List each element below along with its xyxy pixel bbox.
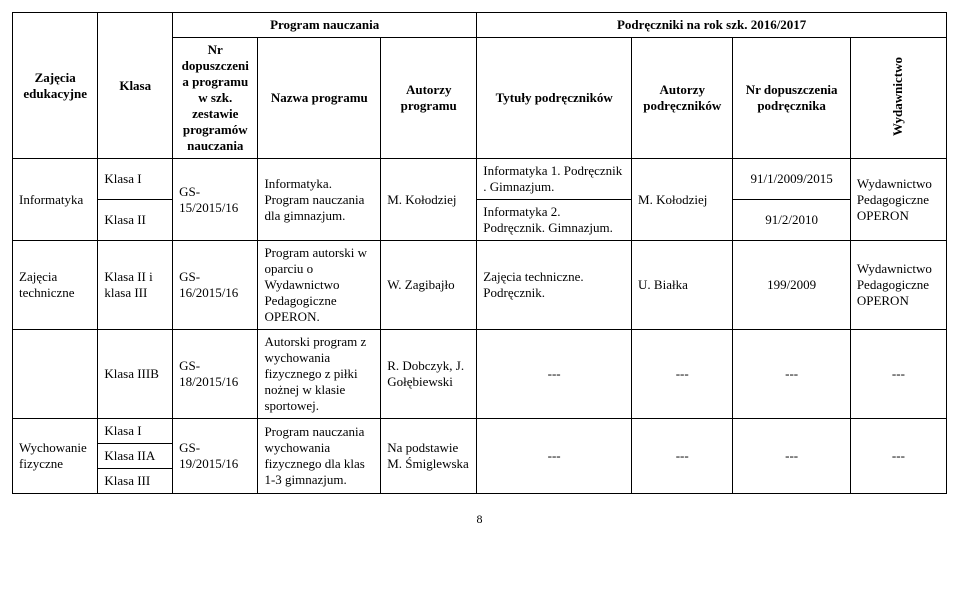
th-program-group: Program nauczania xyxy=(173,13,477,38)
gs-16: GS-16/2015/16 xyxy=(173,241,258,330)
gs-15: GS-15/2015/16 xyxy=(173,159,258,241)
row-wf-sport: Klasa IIIBGS-18/2015/16Autorski program … xyxy=(13,330,947,419)
wyd-sport: --- xyxy=(850,330,946,419)
gs-18: GS-18/2015/16 xyxy=(173,330,258,419)
program-tech: Program autorski w oparciu o Wydawnictwo… xyxy=(258,241,381,330)
subject-techniczne: Zajęcia techniczne xyxy=(13,241,98,330)
program-sport: Autorski program z wychowania fizycznego… xyxy=(258,330,381,419)
th-tytuly: Tytuły podręczników xyxy=(477,38,632,159)
autor-pod-wf: --- xyxy=(632,419,733,494)
klasa-ii: Klasa II xyxy=(98,200,173,241)
th-nazwa: Nazwa programu xyxy=(258,38,381,159)
tytul-inf2: Informatyka 2. Podręcznik. Gimnazjum. xyxy=(477,200,632,241)
wyd-tech: Wydawnictwo Pedagogiczne OPERON xyxy=(850,241,946,330)
th-autorzy-pod: Autorzy podręczników xyxy=(632,38,733,159)
klasa-i: Klasa I xyxy=(98,159,173,200)
curriculum-table: Zajęcia edukacyjne Klasa Program nauczan… xyxy=(12,12,947,494)
th-nr-dop: Nr dopuszczenia programu w szk. zestawie… xyxy=(173,38,258,159)
autorzy-sport: R. Dobczyk, J. Gołębiewski xyxy=(381,330,477,419)
row-techniczne: Zajęcia techniczne Klasa II i klasa III … xyxy=(13,241,947,330)
subject-wf: Wychowanie fizyczne xyxy=(13,419,98,494)
nr-inf1: 91/1/2009/2015 xyxy=(733,159,850,200)
wyd-wf: --- xyxy=(850,419,946,494)
program-inf: Informatyka. Program nauczania dla gimna… xyxy=(258,159,381,241)
subject-informatyka: Informatyka xyxy=(13,159,98,241)
tytul-tech: Zajęcia techniczne. Podręcznik. xyxy=(477,241,632,330)
wyd-inf: Wydawnictwo Pedagogiczne OPERON xyxy=(850,159,946,241)
nr-wf: --- xyxy=(733,419,850,494)
row-wf-1: Wychowanie fizyczneKlasa IGS-19/2015/16P… xyxy=(13,419,947,444)
autor-pod-sport: --- xyxy=(632,330,733,419)
autor-prog-inf: M. Kołodziej xyxy=(381,159,477,241)
autor-pod-inf: M. Kołodziej xyxy=(632,159,733,241)
tytul-wf: --- xyxy=(477,419,632,494)
th-books-group: Podręczniki na rok szk. 2016/2017 xyxy=(477,13,947,38)
th-klasa: Klasa xyxy=(98,13,173,159)
autorzy-wf: Na podstawie M. Śmiglewska xyxy=(381,419,477,494)
tytul-inf1: Informatyka 1. Podręcznik . Gimnazjum. xyxy=(477,159,632,200)
nr-sport: --- xyxy=(733,330,850,419)
nr-tech: 199/2009 xyxy=(733,241,850,330)
th-nr-dop-pod: Nr dopuszczenia podręcznika xyxy=(733,38,850,159)
nr-inf2: 91/2/2010 xyxy=(733,200,850,241)
klasa-wf-3: Klasa III xyxy=(98,469,173,494)
autor-pod-tech: U. Białka xyxy=(632,241,733,330)
th-autorzy-prog: Autorzy programu xyxy=(381,38,477,159)
klasa-tech: Klasa II i klasa III xyxy=(98,241,173,330)
klasa-wf-2: Klasa IIA xyxy=(98,444,173,469)
th-wyd: Wydawnictwo xyxy=(850,38,946,159)
subject-blank-top xyxy=(13,330,98,419)
row-informatyka-1: Informatyka Klasa I GS-15/2015/16 Inform… xyxy=(13,159,947,200)
gs-19: GS-19/2015/16 xyxy=(173,419,258,494)
row-informatyka-2: Klasa II Informatyka 2. Podręcznik. Gimn… xyxy=(13,200,947,241)
klasa-iiib: Klasa IIIB xyxy=(98,330,173,419)
page-number: 8 xyxy=(12,512,947,527)
autor-prog-tech: W. Zagibajło xyxy=(381,241,477,330)
klasa-wf-1: Klasa I xyxy=(98,419,173,444)
program-wf: Program nauczania wychowania fizycznego … xyxy=(258,419,381,494)
th-zajecia: Zajęcia edukacyjne xyxy=(13,13,98,159)
tytul-sport: --- xyxy=(477,330,632,419)
